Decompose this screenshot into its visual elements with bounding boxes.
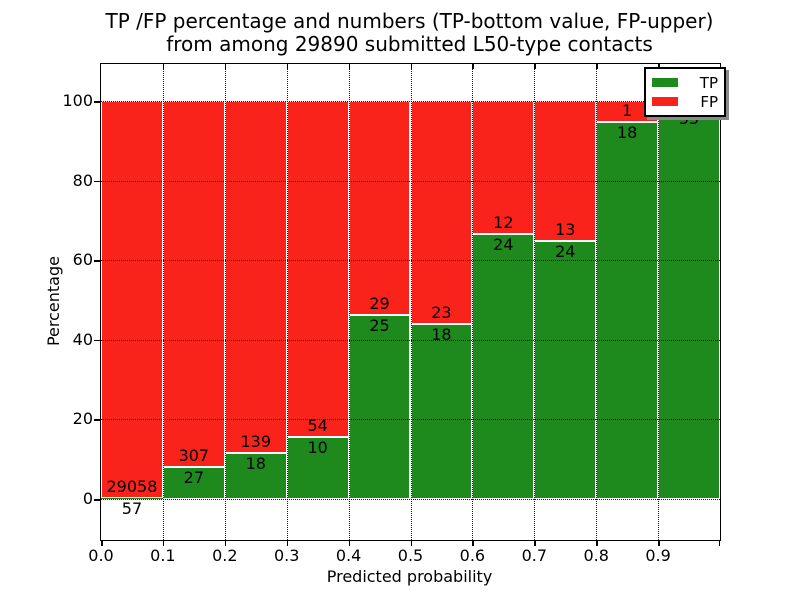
v-gridline xyxy=(596,64,598,540)
v-gridline xyxy=(286,64,288,540)
v-gridline xyxy=(224,64,226,540)
tp-count-label: 57 xyxy=(121,499,143,519)
x-tick xyxy=(162,540,165,546)
y-tick xyxy=(94,180,101,183)
plot-area: TP FP 29058 57 307 27 139 18 54 10 29 25 23 18 12 24 13… xyxy=(62,63,726,565)
tp-count-label: 24 xyxy=(493,234,514,254)
x-tick xyxy=(410,540,412,546)
bar-tp-segment xyxy=(348,314,411,499)
v-gridline xyxy=(348,64,350,540)
legend-swatch-fp xyxy=(652,97,678,106)
x-tick xyxy=(718,540,720,546)
y-tick xyxy=(94,101,101,103)
fp-count-label: 54 xyxy=(307,415,328,435)
tp-count-label: 18 xyxy=(431,325,452,345)
y-tick-label: 20 xyxy=(72,409,93,429)
tp-count-label: 24 xyxy=(555,241,576,261)
bar-tp-segment xyxy=(410,324,473,499)
legend-row: TP xyxy=(652,73,718,92)
x-top-tick xyxy=(162,64,165,69)
v-gridline xyxy=(410,64,412,540)
x-tick-label: 0.5 xyxy=(397,546,424,565)
x-tick xyxy=(101,540,103,546)
y-tick xyxy=(94,419,101,421)
legend-row: FP xyxy=(652,92,718,111)
fp-count-label: 23 xyxy=(431,303,452,323)
x-tick xyxy=(534,540,536,546)
bar-tp-segment xyxy=(101,498,163,499)
v-gridline xyxy=(658,64,660,540)
fp-count-label: 29 xyxy=(369,293,390,313)
bar-fp-segment xyxy=(286,101,349,437)
y-tick-label: 80 xyxy=(72,170,93,190)
legend-label-tp: TP xyxy=(699,73,718,92)
x-top-tick xyxy=(596,64,598,69)
x-tick-label: 0.7 xyxy=(521,546,548,565)
x-tick xyxy=(224,540,227,546)
y-axis-label: Percentage xyxy=(44,256,63,347)
bar-fp-segment xyxy=(348,101,411,315)
x-tick xyxy=(348,540,351,546)
y-tick-label: 40 xyxy=(72,329,93,349)
x-tick-label: 0.2 xyxy=(212,546,238,565)
fp-count-label: 29058 xyxy=(106,477,158,497)
fp-count-label: 139 xyxy=(240,432,272,452)
chart-title-line1: TP /FP percentage and numbers (TP-bottom… xyxy=(105,9,714,33)
x-top-tick xyxy=(658,64,660,69)
tp-count-label: 27 xyxy=(183,467,205,487)
legend-box: TP FP xyxy=(644,67,726,117)
x-top-tick xyxy=(348,64,351,69)
x-top-tick xyxy=(286,64,289,69)
x-top-tick xyxy=(410,64,412,69)
v-gridline xyxy=(534,64,536,540)
bar-fp-segment xyxy=(410,101,473,325)
bar-tp-segment xyxy=(286,436,349,499)
tp-count-label: 25 xyxy=(369,315,390,335)
x-tick-label: 0.0 xyxy=(88,546,114,565)
x-top-tick xyxy=(472,64,474,69)
tp-count-label: 18 xyxy=(245,454,266,474)
legend-label-fp: FP xyxy=(700,92,718,111)
bar-fp-segment xyxy=(101,101,163,499)
fp-count-label: 12 xyxy=(493,212,514,232)
x-axis-label: Predicted probability xyxy=(326,567,493,586)
y-tick-label: 0 xyxy=(82,489,93,508)
legend-swatch-tp xyxy=(652,78,678,87)
y-tick xyxy=(94,339,101,342)
bar-tp-segment xyxy=(658,108,720,499)
x-tick-label: 0.1 xyxy=(150,546,176,565)
x-tick xyxy=(472,540,474,546)
y-tick-label: 100 xyxy=(62,91,93,110)
x-tick-label: 0.8 xyxy=(583,546,609,565)
x-tick-label: 0.9 xyxy=(645,546,671,565)
x-tick-label: 0.4 xyxy=(335,546,362,565)
bar-tp-segment xyxy=(472,233,535,499)
tp-count-label: 18 xyxy=(616,122,638,142)
y-tick xyxy=(94,499,101,501)
chart-title-line2: from among 29890 submitted L50-type cont… xyxy=(166,32,653,56)
bar-fp-segment xyxy=(224,101,287,454)
chart-title: TP /FP percentage and numbers (TP-bottom… xyxy=(100,10,719,56)
y-tick xyxy=(94,260,101,262)
bar-tp-segment xyxy=(596,121,659,499)
x-tick-label: 0.3 xyxy=(273,546,300,565)
x-tick xyxy=(658,540,660,546)
x-top-tick xyxy=(224,64,227,69)
y-tick-label: 60 xyxy=(72,250,93,270)
x-tick xyxy=(596,540,598,546)
bar-tp-segment xyxy=(534,240,597,499)
fp-count-label: 13 xyxy=(555,219,576,239)
tp-count-label: 10 xyxy=(307,437,328,457)
fp-count-label: 307 xyxy=(178,445,210,465)
fp-count-label: 1 xyxy=(622,100,633,120)
x-tick xyxy=(286,540,289,546)
bar-tp-segment xyxy=(224,453,287,499)
v-gridline xyxy=(162,64,164,540)
bar-fp-segment xyxy=(162,101,225,467)
v-gridline xyxy=(472,64,474,540)
x-tick-label: 0.6 xyxy=(459,546,486,565)
x-top-tick xyxy=(534,64,536,69)
